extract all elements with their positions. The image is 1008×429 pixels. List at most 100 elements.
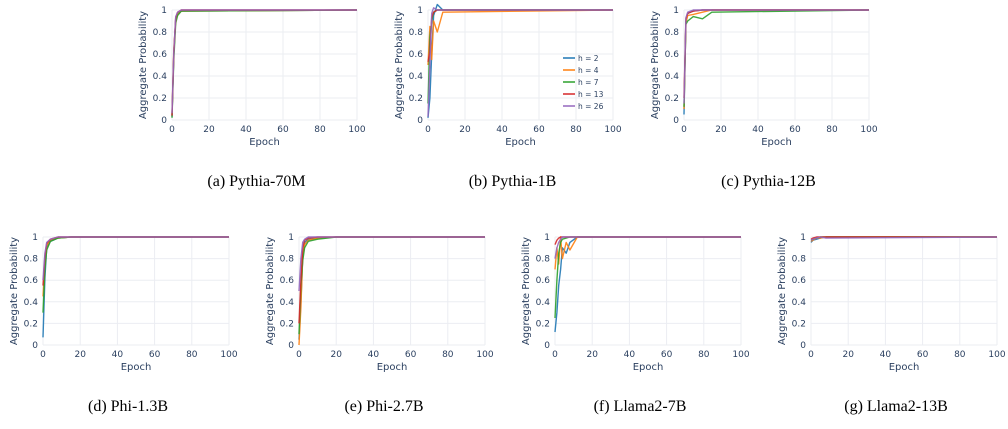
y-tick-label: 0.4 — [153, 72, 168, 82]
y-axis-title: Aggregate Probability — [394, 11, 405, 119]
x-axis-title: Epoch — [505, 137, 536, 148]
x-tick-label: 20 — [330, 350, 342, 360]
y-tick-label: 0.4 — [409, 72, 424, 82]
y-tick-label: 0 — [417, 116, 423, 126]
legend-label: h = 4 — [578, 66, 599, 75]
chart-panel-6: 0 0.2 0.4 0.6 0.8 1 0 20 40 60 80 100 Epoch Aggregate… — [777, 233, 1006, 373]
y-tick-label: 0.2 — [665, 94, 679, 104]
series-line-4 — [427, 7, 613, 117]
x-tick-label: 100 — [860, 125, 877, 135]
x-tick-label: 100 — [476, 350, 493, 360]
y-tick-label: 0 — [288, 341, 294, 351]
x-tick-label: 20 — [586, 350, 598, 360]
series-line-1 — [298, 236, 485, 346]
subfigure-caption: (f) Llama2-7B — [593, 398, 687, 415]
series-line-1 — [554, 236, 741, 270]
y-tick-label: 0.4 — [24, 298, 39, 308]
x-tick-label: 80 — [314, 125, 326, 135]
y-tick-label: 0.6 — [409, 50, 424, 60]
x-tick-label: 0 — [40, 350, 46, 360]
chart-panel-2: 0 0.2 0.4 0.6 0.8 1 0 20 40 60 80 100 Epoch Aggregate… — [650, 6, 878, 148]
series-line-4 — [683, 9, 869, 104]
y-tick-label: 0.6 — [536, 276, 551, 286]
y-tick-label: 0 — [673, 116, 679, 126]
subfigure-caption: (b) Pythia-1B — [468, 173, 557, 190]
series-line-0 — [298, 236, 485, 340]
y-tick-label: 0.8 — [153, 28, 168, 38]
x-tick-label: 40 — [496, 125, 508, 135]
x-tick-label: 80 — [442, 350, 454, 360]
x-tick-label: 60 — [661, 350, 673, 360]
series-line-1 — [171, 9, 358, 115]
subfigure-caption: (d) Phi-1.3B — [88, 398, 168, 415]
chart-panel-0: 0 0.2 0.4 0.6 0.8 1 0 20 40 60 80 100 Epoch Aggregate… — [138, 6, 366, 148]
x-tick-label: 60 — [277, 125, 289, 135]
x-tick-label: 40 — [752, 125, 764, 135]
y-tick-label: 1 — [417, 6, 423, 16]
series-line-3 — [554, 236, 741, 245]
y-tick-label: 0.4 — [665, 72, 680, 82]
chart-panel-1: 0 0.2 0.4 0.6 0.8 1 0 20 40 60 80 100 Epoch Aggregate… — [394, 3, 622, 148]
y-axis-title: Aggregate Probability — [521, 237, 532, 345]
legend-label: h = 7 — [578, 78, 599, 87]
y-tick-label: 0.2 — [536, 319, 550, 329]
x-axis-title: Epoch — [249, 137, 280, 148]
x-axis-title: Epoch — [633, 362, 664, 373]
x-axis-title: Epoch — [761, 137, 792, 148]
y-tick-label: 0.8 — [792, 255, 807, 265]
chart-panel-3: 0 0.2 0.4 0.6 0.8 1 0 20 40 60 80 100 Epoch Aggregate… — [9, 233, 238, 373]
x-tick-label: 40 — [880, 350, 892, 360]
x-tick-label: 40 — [240, 125, 252, 135]
y-tick-label: 0.4 — [536, 298, 551, 308]
x-tick-label: 20 — [74, 350, 86, 360]
chart-panel-4: 0 0.2 0.4 0.6 0.8 1 0 20 40 60 80 100 Epoch Aggregate… — [265, 233, 494, 373]
y-tick-label: 0.2 — [792, 319, 806, 329]
y-tick-label: 1 — [800, 233, 806, 243]
series-line-1 — [42, 236, 229, 297]
series-line-4 — [171, 9, 357, 114]
x-tick-label: 0 — [296, 350, 302, 360]
subfigure-caption: (c) Pythia-12B — [721, 173, 816, 190]
series-line-3 — [171, 9, 357, 116]
y-tick-label: 0.4 — [792, 298, 807, 308]
x-tick-label: 100 — [604, 125, 621, 135]
series-line-4 — [298, 236, 485, 292]
series-line-1 — [427, 9, 614, 66]
y-tick-label: 0 — [544, 341, 550, 351]
x-tick-label: 80 — [698, 350, 710, 360]
x-tick-label: 0 — [552, 350, 558, 360]
x-tick-label: 80 — [826, 125, 838, 135]
series-line-4 — [42, 236, 229, 281]
x-axis-title: Epoch — [889, 362, 920, 373]
x-tick-label: 60 — [405, 350, 417, 360]
y-tick-label: 1 — [673, 6, 679, 16]
y-tick-label: 0 — [32, 341, 38, 351]
x-tick-label: 20 — [842, 350, 854, 360]
legend-label: h = 13 — [578, 90, 604, 99]
y-tick-label: 0.2 — [153, 94, 167, 104]
series-line-3 — [42, 236, 229, 286]
series-line-2 — [683, 9, 870, 107]
x-tick-label: 40 — [624, 350, 636, 360]
x-tick-label: 100 — [348, 125, 365, 135]
y-tick-label: 0.6 — [665, 50, 680, 60]
x-tick-label: 0 — [808, 350, 814, 360]
series-line-2 — [554, 236, 741, 319]
series-line-0 — [554, 236, 741, 333]
x-axis-title: Epoch — [377, 362, 408, 373]
y-axis-title: Aggregate Probability — [9, 237, 20, 345]
y-tick-label: 0.6 — [153, 50, 168, 60]
subfigure-caption: (e) Phi-2.7B — [344, 398, 424, 415]
chart-panel-5: 0 0.2 0.4 0.6 0.8 1 0 20 40 60 80 100 Epoch Aggregate… — [521, 233, 750, 373]
y-tick-label: 0.8 — [280, 255, 295, 265]
y-tick-label: 0.8 — [409, 28, 424, 38]
legend-label: h = 2 — [578, 54, 599, 63]
x-tick-label: 20 — [459, 125, 471, 135]
y-axis-title: Aggregate Probability — [138, 11, 149, 119]
x-tick-label: 100 — [220, 350, 237, 360]
series-line-2 — [298, 236, 485, 335]
series-line-0 — [42, 236, 229, 338]
x-tick-label: 0 — [425, 125, 431, 135]
subfigure-caption: (a) Pythia-70M — [207, 173, 306, 190]
y-axis-title: Aggregate Probability — [650, 11, 661, 119]
